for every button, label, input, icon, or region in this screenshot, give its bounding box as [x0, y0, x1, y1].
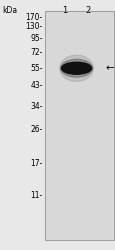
- Ellipse shape: [60, 59, 92, 77]
- Ellipse shape: [61, 62, 91, 74]
- Text: 34-: 34-: [30, 102, 43, 111]
- Text: 11-: 11-: [30, 190, 43, 200]
- Ellipse shape: [59, 55, 93, 82]
- Text: 170-: 170-: [25, 13, 43, 22]
- Bar: [44, 11, 113, 240]
- Text: 55-: 55-: [30, 64, 43, 73]
- Text: 43-: 43-: [30, 81, 43, 90]
- Bar: [44, 11, 113, 240]
- Text: 17-: 17-: [30, 159, 43, 168]
- Text: kDa: kDa: [2, 6, 17, 15]
- Text: 95-: 95-: [30, 34, 43, 43]
- Text: 1: 1: [61, 6, 66, 15]
- Text: 26-: 26-: [30, 126, 43, 134]
- Text: 72-: 72-: [30, 48, 43, 57]
- Text: 130-: 130-: [25, 22, 43, 31]
- Text: 2: 2: [84, 6, 89, 15]
- Text: ←: ←: [104, 63, 113, 73]
